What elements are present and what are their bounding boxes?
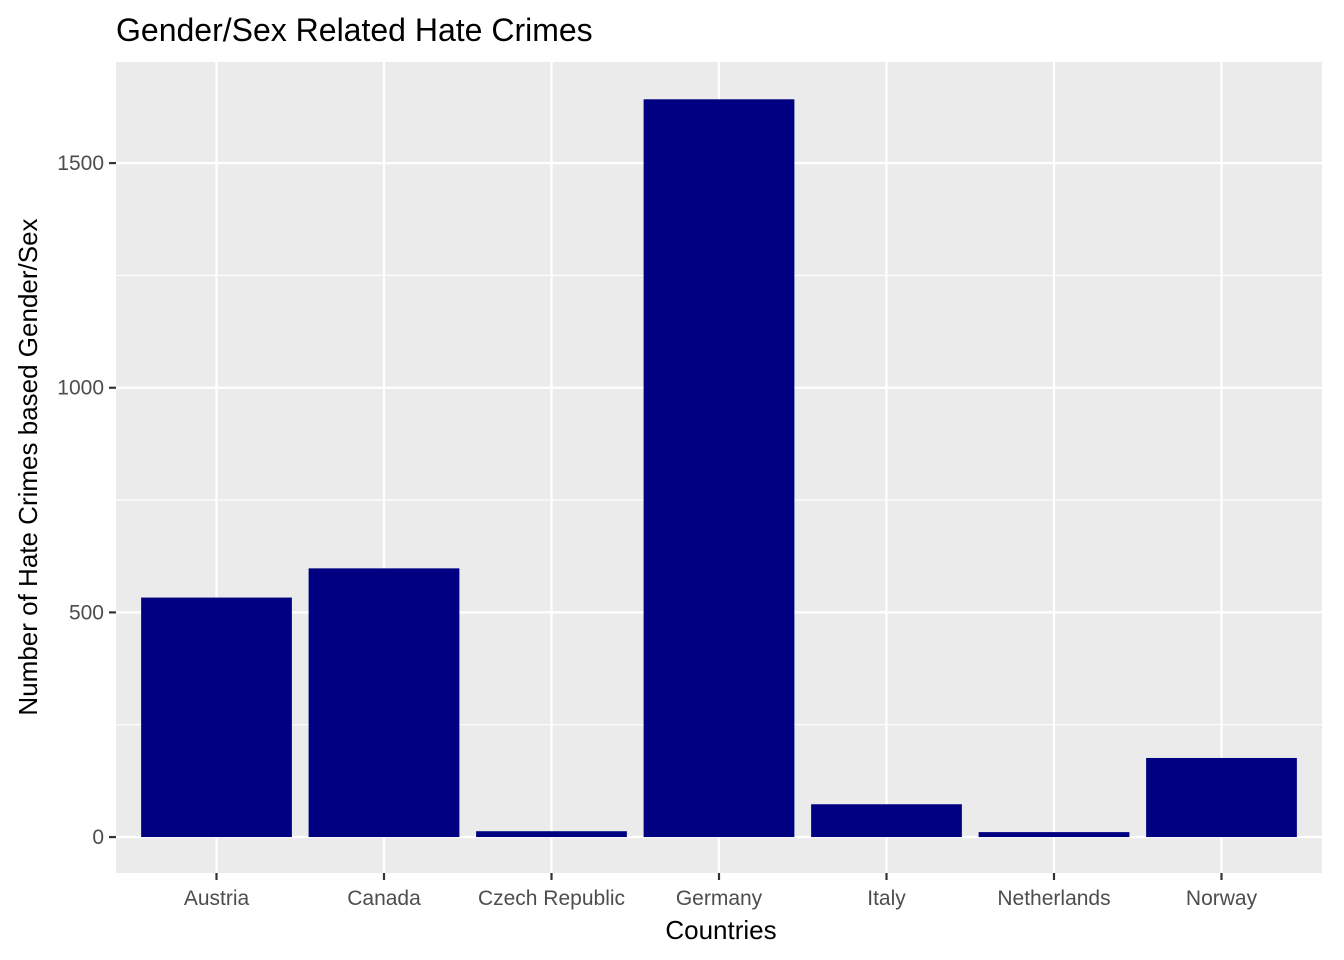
x-tick-label: Italy	[867, 887, 906, 910]
y-tick-label: 500	[69, 601, 104, 624]
y-axis-title: Number of Hate Crimes based Gender/Sex	[13, 218, 43, 715]
x-tick-label: Canada	[347, 887, 421, 910]
bar-czech-republic	[476, 831, 627, 838]
x-tick-label: Austria	[184, 887, 250, 910]
bar-netherlands	[978, 832, 1130, 838]
bar-canada	[308, 568, 460, 838]
y-tick-label: 1000	[57, 377, 104, 400]
bars	[141, 99, 1297, 838]
x-axis-title: Countries	[665, 915, 776, 945]
x-axis: Austria Canada Czech Republic Germany Italy N…	[184, 873, 1258, 910]
x-tick-label: Germany	[676, 887, 763, 910]
x-tick-label: Netherlands	[997, 887, 1110, 910]
y-axis: 0 500 1000 1500	[57, 152, 116, 849]
y-tick-label: 1500	[57, 152, 104, 175]
x-tick-label: Norway	[1186, 887, 1258, 910]
chart-title: Gender/Sex Related Hate Crimes	[116, 12, 593, 48]
bar-austria	[141, 597, 292, 838]
x-tick-label: Czech Republic	[478, 887, 625, 910]
bar-italy	[811, 804, 962, 838]
y-tick-label: 0	[92, 826, 104, 849]
bar-norway	[1146, 757, 1297, 838]
bar-germany	[643, 99, 795, 838]
